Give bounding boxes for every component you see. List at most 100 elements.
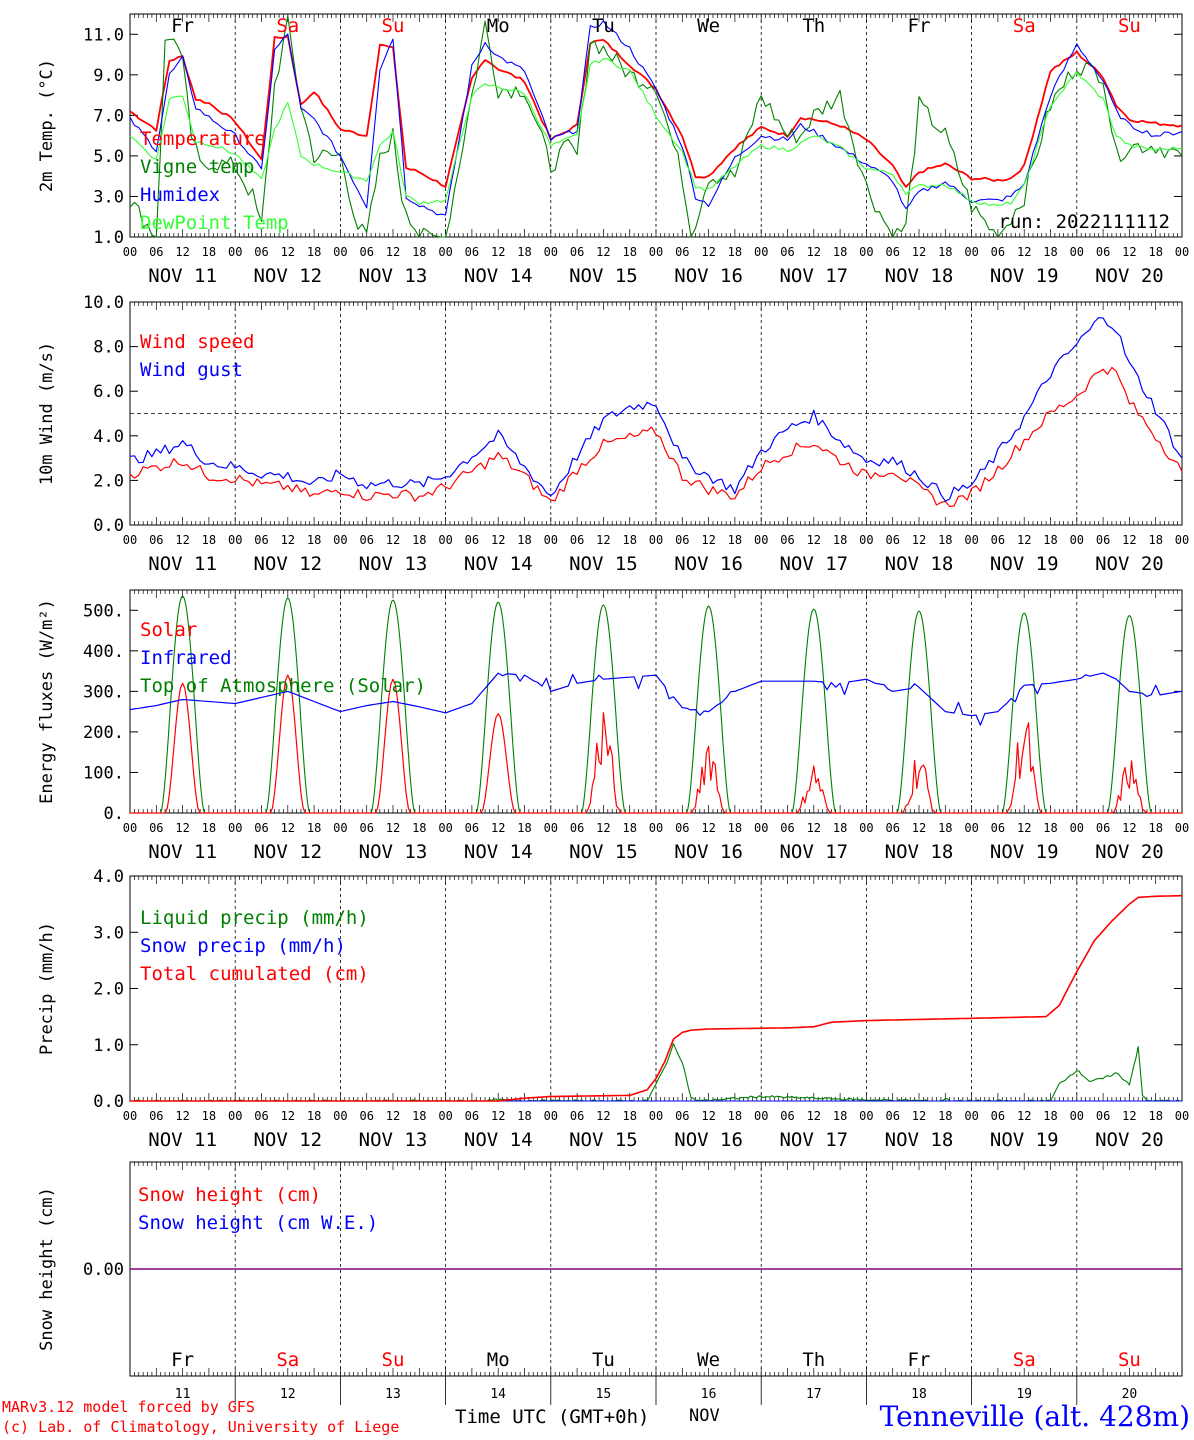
hour-label: 06 xyxy=(991,821,1005,835)
hour-label: 12 xyxy=(912,533,926,547)
hour-label: 12 xyxy=(175,821,189,835)
hour-label: 18 xyxy=(307,1109,321,1123)
hour-label: 06 xyxy=(465,245,479,259)
legend-humidex: Humidex xyxy=(140,184,220,206)
legend-wind-speed: Wind speed xyxy=(140,331,254,353)
hour-label: 18 xyxy=(1148,533,1162,547)
hour-label: 18 xyxy=(412,1109,426,1123)
hour-label: 06 xyxy=(465,533,479,547)
day-number: 19 xyxy=(1016,1387,1032,1402)
day-footer: Sa xyxy=(1013,1349,1036,1371)
hour-label: 06 xyxy=(254,533,268,547)
legend-dewpoint-temp: DewPoint Temp xyxy=(140,212,289,234)
hour-label: 12 xyxy=(175,1109,189,1123)
y-tick-label: 5.0 xyxy=(93,147,124,167)
hour-label: 00 xyxy=(1175,533,1189,547)
hour-label: 12 xyxy=(1122,245,1136,259)
day-number: 15 xyxy=(596,1387,612,1402)
date-label: NOV 16 xyxy=(674,1129,743,1151)
legend-snow-precip-mm-h-: Snow precip (mm/h) xyxy=(140,935,346,957)
y-axis-label: Precip (mm/h) xyxy=(37,922,57,1055)
hour-label: 00 xyxy=(754,245,768,259)
hour-label: 06 xyxy=(254,821,268,835)
date-label: NOV 16 xyxy=(674,553,743,575)
day-header: Mo xyxy=(487,15,510,37)
hour-label: 18 xyxy=(938,1109,952,1123)
legend-snow-height-cm-: Snow height (cm) xyxy=(138,1184,321,1206)
hour-label: 00 xyxy=(1175,821,1189,835)
date-label: NOV 13 xyxy=(359,553,428,575)
hour-label: 00 xyxy=(1070,245,1084,259)
hour-label: 18 xyxy=(1043,245,1057,259)
y-tick-label: 8.0 xyxy=(93,338,124,358)
date-label: NOV 13 xyxy=(359,1129,428,1151)
date-label: NOV 11 xyxy=(148,841,217,863)
y-tick-label: 2.0 xyxy=(93,471,124,491)
y-tick-label: 0.00 xyxy=(83,1260,124,1280)
date-label: NOV 12 xyxy=(253,553,322,575)
hour-label: 18 xyxy=(833,533,847,547)
date-label: NOV 12 xyxy=(253,841,322,863)
hour-label: 00 xyxy=(964,533,978,547)
hour-label: 18 xyxy=(728,245,742,259)
hour-label: 12 xyxy=(386,821,400,835)
day-header: Tu xyxy=(592,15,615,37)
hour-label: 12 xyxy=(701,1109,715,1123)
day-number: 14 xyxy=(490,1387,506,1402)
hour-label: 12 xyxy=(1122,1109,1136,1123)
hour-label: 06 xyxy=(570,821,584,835)
hour-label: 12 xyxy=(1122,821,1136,835)
hour-label: 00 xyxy=(228,245,242,259)
hour-label: 18 xyxy=(728,1109,742,1123)
hour-label: 12 xyxy=(596,533,610,547)
hour-label: 06 xyxy=(465,821,479,835)
y-tick-label: 4.0 xyxy=(93,427,124,447)
hour-label: 18 xyxy=(307,533,321,547)
date-label: NOV 18 xyxy=(885,265,954,287)
hour-label: 12 xyxy=(281,821,295,835)
hour-label: 12 xyxy=(386,245,400,259)
hour-label: 06 xyxy=(1096,533,1110,547)
hour-label: 18 xyxy=(622,533,636,547)
date-label: NOV 20 xyxy=(1095,265,1164,287)
series-line-vigne-temp xyxy=(129,15,1183,238)
hour-label: 06 xyxy=(885,821,899,835)
hour-label: 06 xyxy=(359,821,373,835)
y-tick-label: 200. xyxy=(83,723,124,743)
y-tick-label: 7.0 xyxy=(93,106,124,126)
hour-label: 06 xyxy=(359,533,373,547)
y-axis-label: Snow height (cm) xyxy=(37,1187,57,1351)
y-tick-label: 100. xyxy=(83,763,124,783)
x-axis-month: NOV xyxy=(689,1406,720,1426)
series-line-solar xyxy=(130,674,1182,814)
hour-label: 12 xyxy=(1017,533,1031,547)
hour-label: 06 xyxy=(149,533,163,547)
date-label: NOV 16 xyxy=(674,265,743,287)
hour-label: 18 xyxy=(202,533,216,547)
hour-label: 00 xyxy=(333,821,347,835)
y-tick-label: 2.0 xyxy=(93,980,124,1000)
hour-label: 00 xyxy=(649,533,663,547)
hour-label: 12 xyxy=(807,821,821,835)
day-header: We xyxy=(697,15,720,37)
date-label: NOV 19 xyxy=(990,553,1059,575)
date-label: NOV 15 xyxy=(569,265,638,287)
date-label: NOV 16 xyxy=(674,841,743,863)
hour-label: 06 xyxy=(885,533,899,547)
day-header: Su xyxy=(1118,15,1141,37)
hour-label: 12 xyxy=(386,1109,400,1123)
date-label: NOV 17 xyxy=(779,1129,848,1151)
hour-label: 18 xyxy=(1148,1109,1162,1123)
y-tick-label: 500. xyxy=(83,601,124,621)
hour-label: 00 xyxy=(649,821,663,835)
y-axis-label: 2m Temp. (°C) xyxy=(37,59,57,192)
hour-label: 12 xyxy=(491,533,505,547)
hour-label: 00 xyxy=(754,1109,768,1123)
hour-label: 18 xyxy=(307,821,321,835)
date-label: NOV 13 xyxy=(359,265,428,287)
hour-label: 06 xyxy=(570,533,584,547)
day-header: Fr xyxy=(171,15,194,37)
hour-label: 06 xyxy=(991,245,1005,259)
y-tick-label: 0. xyxy=(104,804,124,824)
